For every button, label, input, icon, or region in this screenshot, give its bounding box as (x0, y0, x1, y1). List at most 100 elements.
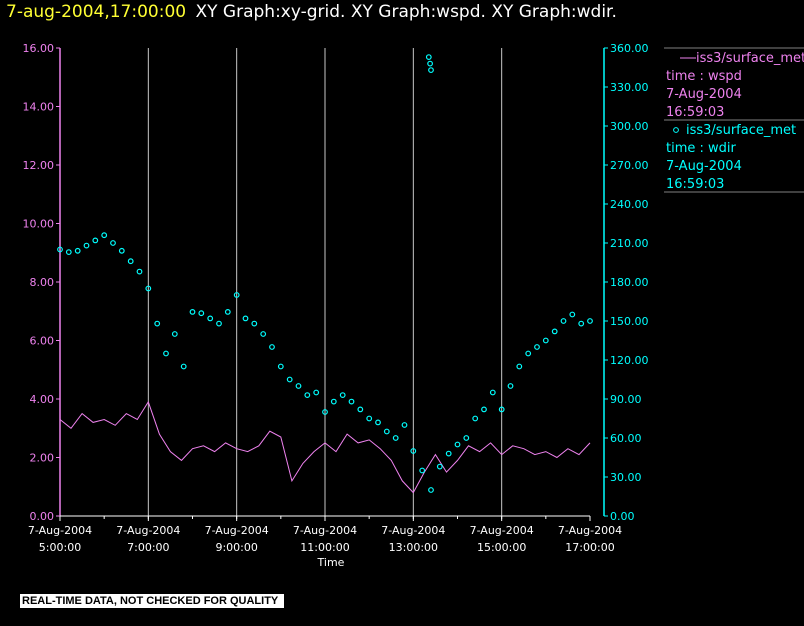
wdir-point (445, 450, 452, 457)
right-tick-label: 360.00 (610, 42, 649, 55)
wdir-point (375, 419, 381, 426)
wdir-point (145, 285, 152, 292)
wdir-point (163, 350, 169, 357)
timestamp: 7-aug-2004,17:00:00 (6, 2, 187, 22)
wdir-point (110, 240, 116, 246)
wdir-point (560, 318, 567, 324)
wdir-point (224, 309, 231, 315)
legend-wspd-date: 7-Aug-2004 (666, 87, 742, 102)
legend-wdir-var: time : wdir (666, 141, 737, 156)
wdir-point (419, 467, 426, 474)
wdir-point (277, 363, 284, 370)
left-tick-label: 16.00 (23, 42, 55, 55)
wdir-point (242, 315, 249, 322)
wdir-point (489, 389, 496, 396)
wdir-point (171, 331, 178, 337)
wdir-point (551, 328, 558, 335)
wdir-point (260, 331, 267, 337)
legend: iss3/surface_met time : wspd 7-Aug-2004 … (664, 47, 804, 193)
right-tick-label: 210.00 (610, 237, 649, 250)
wdir-point (339, 392, 346, 399)
left-tick-label: 0.00 (30, 510, 55, 523)
wdir-point (127, 258, 134, 265)
title-line: 7-aug-2004,17:00:00 XY Graph:xy-grid. XY… (6, 0, 617, 24)
wdir-point (216, 320, 222, 327)
wdir-point (269, 344, 275, 350)
wspd-series (59, 400, 591, 494)
x-tick-date: 7-Aug-2004 (205, 524, 269, 537)
left-tick-label: 14.00 (23, 101, 55, 114)
legend-wdir-date: 7-Aug-2004 (666, 159, 742, 174)
wdir-point (481, 406, 487, 413)
wdir-point (427, 60, 434, 67)
wdir-point (366, 415, 373, 422)
wdir-point (92, 237, 99, 244)
wdir-point (83, 242, 90, 249)
left-tick-label: 2.00 (30, 452, 55, 465)
x-tick-time: 13:00:00 (389, 541, 438, 554)
vertical-grid (147, 48, 503, 516)
x-tick-date: 7-Aug-2004 (381, 524, 445, 537)
left-tick-label: 10.00 (23, 218, 55, 231)
wdir-point (401, 422, 408, 428)
x-tick-date: 7-Aug-2004 (558, 524, 622, 537)
wdir-point (569, 311, 576, 318)
left-tick-label: 8.00 (30, 276, 55, 289)
right-tick-label: 240.00 (610, 198, 649, 211)
quality-notice: REAL-TIME DATA, NOT CHECKED FOR QUALITY (20, 594, 285, 608)
right-tick-label: 330.00 (610, 81, 649, 94)
wdir-point (313, 389, 320, 396)
right-tick-label: 150.00 (610, 315, 649, 328)
wdir-point (454, 441, 461, 448)
x-tick-time: 5:00:00 (39, 541, 81, 554)
legend-wspd-source: iss3/surface_met (696, 51, 804, 66)
wdir-point (118, 247, 125, 254)
wdir-point (472, 415, 479, 422)
wdir-point (286, 376, 293, 383)
wdir-point (516, 363, 523, 370)
wdir-point (330, 398, 337, 405)
left-tick-label: 12.00 (23, 159, 55, 172)
wdir-point (57, 246, 63, 253)
x-tick-time: 17:00:00 (565, 541, 614, 554)
x-tick-time: 15:00:00 (477, 541, 526, 554)
wdir-point (101, 232, 108, 239)
right-tick-label: 270.00 (610, 159, 649, 172)
x-tick-time: 9:00:00 (215, 541, 257, 554)
wdir-point (498, 406, 505, 413)
right-tick-label: 60.00 (610, 432, 642, 445)
x-tick-date: 7-Aug-2004 (116, 524, 180, 537)
x-axis-label: Time (317, 556, 345, 569)
wdir-point (436, 463, 443, 470)
wdir-point (357, 406, 364, 413)
right-tick-label: 300.00 (610, 120, 649, 133)
wdir-point (425, 54, 432, 60)
x-tick-date: 7-Aug-2004 (470, 524, 534, 537)
wdir-point (322, 409, 328, 415)
right-tick-label: 30.00 (610, 471, 642, 484)
ticks: 0.00 2.00 4.00 6.00 8.00 10.00 12.00 14.00 16.00… (23, 42, 649, 554)
wdir-point (392, 435, 399, 441)
wdir-point (525, 350, 532, 357)
legend-wdir-marker-icon (673, 127, 679, 133)
wdir-point (207, 315, 214, 322)
wdir-point (189, 309, 196, 315)
wspd-line (59, 400, 591, 494)
wdir-point (428, 487, 434, 493)
wdir-point (578, 320, 585, 327)
wdir-point (154, 320, 161, 327)
wdir-point (198, 310, 205, 317)
wdir-point (534, 344, 540, 350)
wdir-point (587, 318, 593, 324)
axes (59, 48, 605, 517)
wdir-point (304, 392, 311, 399)
wdir-point (383, 428, 390, 435)
x-tick-time: 11:00:00 (300, 541, 349, 554)
wdir-point (542, 337, 549, 344)
wdir-point (65, 249, 72, 256)
wdir-point (180, 363, 187, 370)
right-tick-label: 0.00 (610, 510, 635, 523)
x-tick-date: 7-Aug-2004 (28, 524, 92, 537)
left-tick-label: 6.00 (30, 335, 55, 348)
